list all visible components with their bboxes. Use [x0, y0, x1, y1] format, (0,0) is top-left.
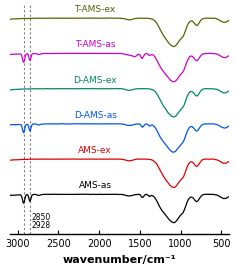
- Text: AMS-as: AMS-as: [79, 181, 112, 190]
- Text: AMS-ex: AMS-ex: [78, 146, 112, 155]
- Text: D-AMS-as: D-AMS-as: [74, 111, 117, 120]
- Text: 2928: 2928: [32, 221, 51, 230]
- Text: T-AMS-ex: T-AMS-ex: [75, 5, 116, 14]
- X-axis label: wavenumber/cm⁻¹: wavenumber/cm⁻¹: [63, 255, 176, 265]
- Text: D-AMS-ex: D-AMS-ex: [73, 76, 117, 85]
- Text: T-AMS-as: T-AMS-as: [75, 40, 115, 49]
- Text: 2850: 2850: [32, 213, 51, 222]
